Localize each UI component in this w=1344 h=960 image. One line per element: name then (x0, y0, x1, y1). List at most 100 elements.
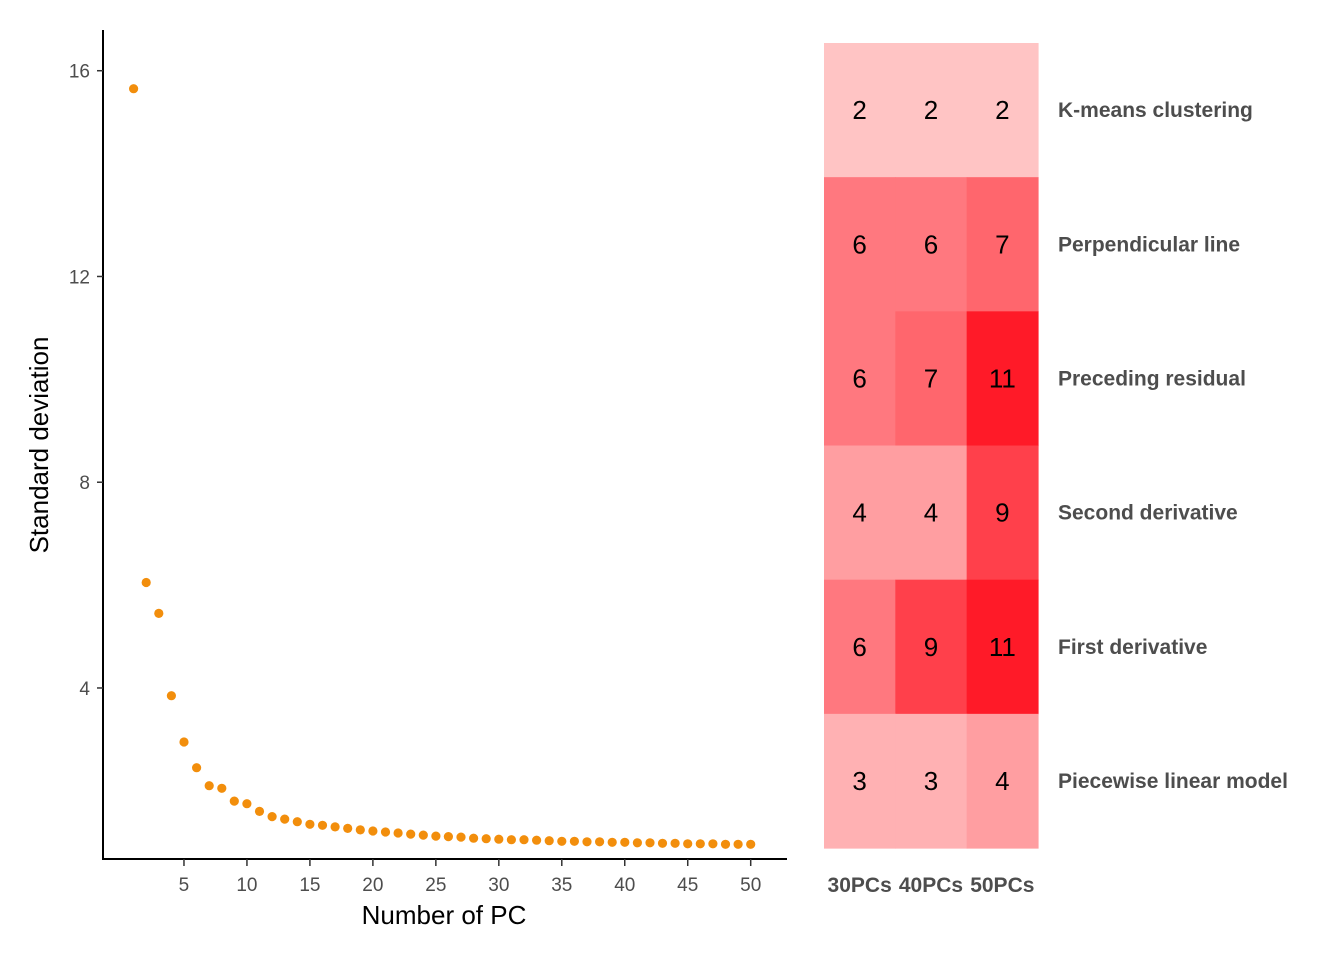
y-tick-label: 4 (79, 679, 90, 700)
scatter-point (305, 819, 315, 829)
heatmap-cell (895, 43, 968, 178)
heatmap-cell-value: 2 (995, 95, 1009, 125)
scatter-point (217, 783, 227, 793)
scatter-point (254, 806, 265, 817)
scatter-point (330, 822, 340, 832)
scatter-point (720, 839, 731, 849)
x-tick-label: 30 (488, 875, 509, 896)
scatter-point (657, 838, 668, 848)
scatter-point (141, 577, 151, 588)
scatter-point (292, 817, 302, 827)
scatter-point (129, 84, 139, 94)
scatter-point (683, 839, 693, 849)
x-tick-label: 35 (551, 875, 572, 896)
heatmap-cell-value: 6 (924, 229, 938, 259)
scatter-point (569, 836, 580, 846)
scatter-point (632, 838, 643, 848)
scatter-point (192, 763, 202, 773)
scatter-point (557, 836, 567, 846)
heatmap-cell-value: 11 (989, 363, 1016, 393)
scatter-point (695, 839, 705, 849)
heatmap-cell (824, 579, 896, 715)
heatmap-cell (966, 445, 1039, 581)
heatmap-panel: 2 2 2 6 6 7 6 7 11 4 4 9 6 9 11 3 3 4 K-means clustering P… (824, 43, 1288, 897)
scatter-point (368, 826, 378, 836)
scatter-point (343, 823, 353, 834)
scatter-point (418, 830, 428, 840)
scatter-point (532, 835, 542, 845)
heatmap-cell-value: 4 (924, 498, 938, 528)
scatter-point (670, 838, 680, 848)
x-tick-label: 25 (425, 875, 446, 896)
heatmap-cell-value: 6 (852, 632, 866, 662)
scatter-point (708, 839, 718, 849)
heatmap-cell (966, 713, 1039, 849)
scatter-point (154, 608, 164, 619)
heatmap-cell (824, 43, 896, 178)
scatter-point (746, 839, 756, 849)
scatter-point (733, 839, 743, 849)
heatmap-cell-value: 9 (924, 632, 938, 662)
scatter-point (607, 837, 617, 847)
y-axis-title: Standard deviation (24, 337, 54, 554)
scatter-point (544, 836, 554, 846)
heatmap-cell (966, 177, 1039, 312)
x-tick-label: 20 (362, 875, 383, 896)
y-tick-label: 16 (69, 62, 90, 83)
x-tick-label: 45 (677, 875, 698, 896)
scatter-point (229, 796, 239, 806)
scatter-point (380, 827, 391, 837)
scatter-point (317, 820, 328, 830)
scatter-point (242, 799, 252, 809)
heatmap-cell (895, 579, 968, 715)
scatter-point (393, 828, 403, 838)
heatmap-cell-value: 2 (924, 95, 938, 125)
scatter-point (179, 737, 189, 747)
scatter-point (481, 834, 491, 844)
scatter-point (645, 838, 655, 848)
y-ticks: 4 8 12 16 (69, 62, 103, 700)
heatmap-row-label: Perpendicular line (1058, 233, 1240, 256)
heatmap-column-label: 30PCs (828, 874, 892, 897)
scatter-point (166, 691, 176, 701)
scatter-point (456, 832, 466, 842)
heatmap-cell-value: 11 (989, 632, 1016, 662)
scatter-point (469, 833, 479, 843)
heatmap-row-labels: K-means clustering Perpendicular line Prec… (1058, 99, 1288, 793)
heatmap-cell-value: 2 (852, 95, 866, 125)
heatmap-column-labels: 30PCs 40PCs 50PCs (828, 874, 1035, 897)
heatmap-row-label: Preceding residual (1058, 367, 1246, 390)
scatter-points (129, 84, 756, 849)
heatmap-cell (895, 177, 968, 312)
y-tick-label: 8 (79, 473, 90, 494)
scatter-point (355, 825, 365, 835)
heatmap-cell-value: 7 (995, 229, 1009, 259)
heatmap-cell (966, 579, 1039, 715)
x-tick-label: 5 (179, 875, 190, 896)
heatmap-column-label: 50PCs (970, 874, 1034, 897)
x-tick-label: 40 (614, 875, 635, 896)
heatmap-cell (824, 311, 896, 447)
x-axis-title: Number of PC (362, 900, 527, 930)
heatmap-cell-value: 4 (852, 498, 866, 528)
heatmap-column-label: 40PCs (899, 874, 963, 897)
heatmap-cell (824, 713, 896, 849)
x-tick-label: 15 (299, 875, 320, 896)
heatmap-cell (895, 713, 968, 849)
scatter-point (406, 829, 416, 839)
heatmap-cell (824, 445, 896, 581)
heatmap-cell-value: 6 (852, 229, 866, 259)
heatmap-cell-value: 3 (924, 766, 938, 796)
heatmap-cells: 2 2 2 6 6 7 6 7 11 4 4 9 6 9 11 3 3 4 (824, 43, 1039, 849)
heatmap-cell (895, 445, 968, 581)
x-tick-label: 10 (236, 875, 257, 896)
x-tick-label: 50 (740, 875, 761, 896)
heatmap-cell (895, 311, 968, 447)
scatter-point (443, 832, 453, 842)
scatter-point (506, 835, 516, 845)
scatter-point (267, 812, 277, 822)
scatter-point (582, 837, 592, 847)
heatmap-cell-value: 9 (995, 498, 1009, 528)
